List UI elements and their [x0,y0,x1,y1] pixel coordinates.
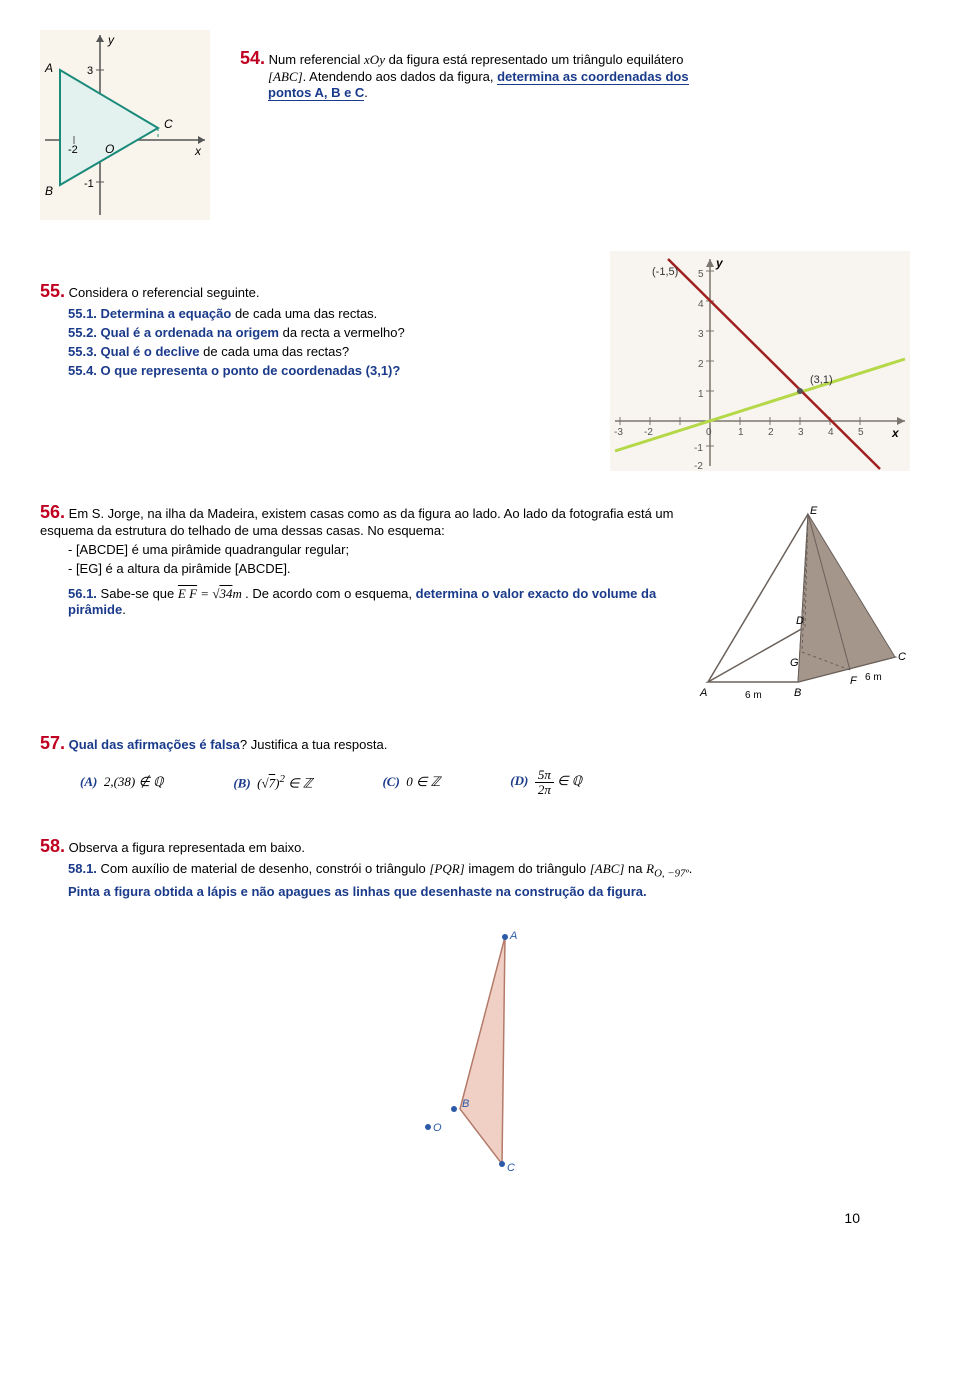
q56-svg: A B C D E F G 6 m 6 m [690,502,910,702]
q58-svg: A B C O [350,919,610,1179]
svg-text:-3: -3 [614,427,623,438]
q58: 58. Observa a figura representada em bai… [40,836,920,1182]
q54-number: 54. [240,48,265,68]
q55-figure: -3 -2 0 1 2 3 4 5 5 4 3 2 1 -1 -2 [610,251,920,474]
svg-text:3: 3 [698,329,704,340]
q57-optD: (D) 5π2π ∈ ℚ [510,768,582,796]
svg-text:A: A [44,61,53,75]
svg-text:G: G [790,657,799,669]
svg-text:A: A [509,930,517,942]
q57-optA: (A) 2,(38) ∉ ℚ [80,774,163,790]
q57-optC: (C) 0 ∈ ℤ [382,774,440,790]
q57-options: (A) 2,(38) ∉ ℚ (B) (√7)2 ∈ ℤ (C) 0 ∈ ℤ (… [80,768,920,796]
q56: 56. Em S. Jorge, na ilha da Madeira, exi… [40,502,920,705]
svg-text:C: C [164,117,173,131]
svg-text:B: B [45,184,53,198]
svg-text:y: y [107,33,115,47]
svg-text:(3,1): (3,1) [810,374,833,386]
svg-text:1: 1 [698,389,704,400]
q54-text: 54. Num referencial xOy da figura está r… [210,30,920,100]
q56-number: 56. [40,502,65,522]
svg-text:A: A [699,687,707,699]
svg-text:x: x [194,144,202,158]
q55-svg: -3 -2 0 1 2 3 4 5 5 4 3 2 1 -1 -2 [610,251,910,471]
page-number: 10 [844,1210,860,1226]
q58-figure: A B C O [40,919,920,1182]
q58-number: 58. [40,836,65,856]
q54-svg: A B C O x y -2 -1 3 [40,30,210,220]
svg-text:y: y [715,256,724,270]
svg-text:F: F [850,675,858,687]
svg-text:O: O [433,1122,442,1134]
svg-text:x: x [891,426,900,440]
svg-text:-1: -1 [694,443,703,454]
svg-text:O: O [105,142,114,156]
svg-text:E: E [810,505,818,517]
svg-text:C: C [898,651,906,663]
svg-text:3: 3 [798,427,804,438]
svg-text:(-1,5): (-1,5) [652,266,678,278]
q57-optB: (B) (√7)2 ∈ ℤ [233,773,312,791]
svg-text:4: 4 [828,427,834,438]
svg-text:-2: -2 [68,144,78,156]
q55: 55. Considera o referencial seguinte. 55… [40,251,920,474]
svg-text:2: 2 [698,359,704,370]
rotation-sym: RO, −97º [646,861,689,876]
svg-text:5: 5 [698,269,704,280]
svg-text:0: 0 [706,427,712,438]
svg-text:6 m: 6 m [745,690,762,701]
q56-figure: A B C D E F G 6 m 6 m [690,502,920,705]
ef-expr: E F = √34m [178,586,245,601]
svg-text:2: 2 [768,427,774,438]
svg-text:3: 3 [87,65,93,77]
q55-text: 55. Considera o referencial seguinte. 55… [40,251,610,382]
q54: A B C O x y -2 -1 3 54. Num referencial … [40,30,920,223]
q56-text: 56. Em S. Jorge, na ilha da Madeira, exi… [40,502,690,621]
svg-text:4: 4 [698,299,704,310]
q55-number: 55. [40,281,65,301]
svg-text:-1: -1 [84,178,94,190]
svg-text:5: 5 [858,427,864,438]
svg-text:6 m: 6 m [865,672,882,683]
svg-text:-2: -2 [644,427,653,438]
q57-number: 57. [40,733,65,753]
svg-text:C: C [507,1162,515,1174]
svg-text:D: D [796,615,804,627]
svg-text:1: 1 [738,427,744,438]
svg-text:B: B [794,687,801,699]
svg-text:B: B [462,1098,469,1110]
svg-text:-2: -2 [694,461,703,471]
q57: 57. Qual das afirmações é falsa? Justifi… [40,733,920,796]
q54-figure: A B C O x y -2 -1 3 [40,30,210,223]
